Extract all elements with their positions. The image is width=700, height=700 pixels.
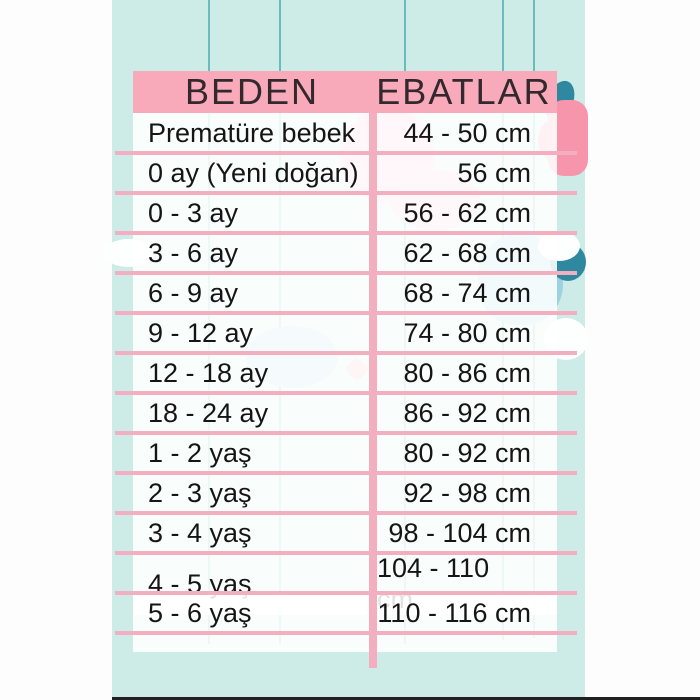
size-cell: 6 - 9 ay xyxy=(133,273,371,313)
row-divider-line xyxy=(115,471,577,475)
table-row: 9 - 12 ay 74 - 80 cm xyxy=(133,313,557,353)
size-cell: 0 ay (Yeni doğan) xyxy=(133,153,371,193)
table-row: 3 - 4 yaş 98 - 104 cm xyxy=(133,513,557,553)
dimensions-cell: 92 - 98 cm xyxy=(377,473,557,513)
row-divider-line xyxy=(115,591,577,595)
table-row: 5 - 6 yaş 110 - 116 cm xyxy=(133,593,557,633)
size-cell: 2 - 3 yaş xyxy=(133,473,371,513)
dimensions-cell: 68 - 74 cm xyxy=(377,273,557,313)
row-divider-line xyxy=(115,431,577,435)
size-table-rows: Prematüre bebek 44 - 50 cm 0 ay (Yeni do… xyxy=(133,113,557,633)
table-row: 4 - 5 yaş 104 - 110 cm xyxy=(133,553,557,615)
row-divider-line xyxy=(115,231,577,235)
dimensions-column-header: EBATLAR xyxy=(376,71,552,112)
size-cell: 5 - 6 yaş xyxy=(133,593,371,633)
column-divider-line xyxy=(369,113,377,668)
dimensions-cell: 80 - 86 cm xyxy=(377,353,557,393)
dimensions-cell: 86 - 92 cm xyxy=(377,393,557,433)
row-divider-line xyxy=(115,271,577,275)
dimensions-cell: 74 - 80 cm xyxy=(377,313,557,353)
dimensions-cell: 44 - 50 cm xyxy=(377,113,557,153)
table-row: 18 - 24 ay 86 - 92 cm xyxy=(133,393,557,433)
dimensions-cell: 56 cm xyxy=(377,153,557,193)
dimensions-cell: 98 - 104 cm xyxy=(377,513,557,553)
table-row: Prematüre bebek 44 - 50 cm xyxy=(133,113,557,153)
image-bottom-edge xyxy=(112,697,700,700)
size-cell: 18 - 24 ay xyxy=(133,393,371,433)
row-divider-line xyxy=(115,391,577,395)
table-row: 1 - 2 yaş 80 - 92 cm xyxy=(133,433,557,473)
size-cell: 9 - 12 ay xyxy=(133,313,371,353)
row-divider-line xyxy=(115,631,577,635)
size-cell: 12 - 18 ay xyxy=(133,353,371,393)
table-row: 6 - 9 ay 68 - 74 cm xyxy=(133,273,557,313)
dimensions-cell: 110 - 116 cm xyxy=(377,593,557,633)
table-row: 2 - 3 yaş 92 - 98 cm xyxy=(133,473,557,513)
size-cell: 1 - 2 yaş xyxy=(133,433,371,473)
row-divider-line xyxy=(115,191,577,195)
table-row: 12 - 18 ay 80 - 86 cm xyxy=(133,353,557,393)
table-row: 0 ay (Yeni doğan) 56 cm xyxy=(133,153,557,193)
table-empty-row xyxy=(133,633,557,652)
dimensions-cell: 62 - 68 cm xyxy=(377,233,557,273)
row-divider-line xyxy=(115,351,577,355)
size-cell: 0 - 3 ay xyxy=(133,193,371,233)
row-divider-line xyxy=(115,311,577,315)
row-divider-line xyxy=(115,151,577,155)
dimensions-cell: 56 - 62 cm xyxy=(377,193,557,233)
row-divider-line xyxy=(115,511,577,515)
size-table-header: BEDEN EBATLAR xyxy=(133,71,557,113)
size-cell: 3 - 4 yaş xyxy=(133,513,371,553)
table-row: 0 - 3 ay 56 - 62 cm xyxy=(133,193,557,233)
size-cell: Prematüre bebek xyxy=(133,113,371,153)
table-row: 3 - 6 ay 62 - 68 cm xyxy=(133,233,557,273)
size-column-header: BEDEN xyxy=(184,71,320,112)
size-cell: 3 - 6 ay xyxy=(133,233,371,273)
dimensions-cell: 80 - 92 cm xyxy=(377,433,557,473)
row-divider-line xyxy=(115,551,577,555)
